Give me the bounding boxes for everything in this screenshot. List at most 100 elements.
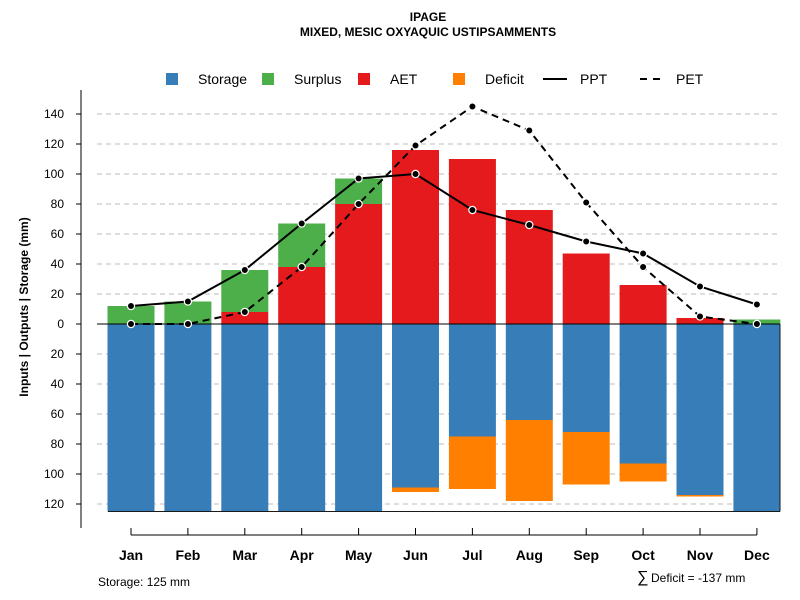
ppt-point (468, 205, 477, 215)
ppt-point (411, 169, 420, 179)
deficit-bar (619, 463, 667, 482)
ppt-point (752, 300, 762, 309)
storage-bar (335, 324, 383, 512)
pet-legend-label: PET (676, 71, 704, 87)
ppt-legend-label: PPT (580, 71, 608, 87)
storage-bar (619, 324, 667, 464)
storage-bar (107, 324, 155, 512)
x-tick-label: Nov (687, 547, 714, 563)
x-tick-label: Jul (462, 547, 482, 563)
y-axis-label: Inputs | Outputs | Storage (mm) (17, 217, 31, 396)
lines (126, 102, 762, 329)
ppt-point (126, 301, 136, 311)
pet-point (695, 312, 705, 321)
storage-bar (448, 324, 496, 437)
y-tick-label: 60 (51, 227, 65, 241)
deficit-bar (505, 420, 553, 501)
storage-legend-swatch (166, 73, 178, 85)
bars (97, 150, 781, 512)
pet-point (183, 319, 193, 329)
ppt-point (525, 220, 534, 230)
pet-point (240, 307, 249, 317)
surplus-legend-label: Surplus (294, 71, 341, 87)
pet-point (752, 319, 762, 329)
x-tick-label: Jun (403, 547, 428, 563)
y-tick-label: 20 (51, 287, 65, 301)
storage-note: Storage: 125 mm (98, 575, 190, 589)
x-tick-label: May (345, 547, 372, 563)
y-tick-label: 120 (44, 497, 64, 511)
x-tick-label: Mar (232, 547, 257, 563)
y-tick-label: 0 (57, 317, 64, 331)
pet-line (131, 105, 758, 325)
deficit-bar (562, 432, 610, 485)
aet-bar (278, 267, 326, 324)
x-tick-label: Dec (744, 547, 770, 563)
x-tick-label: Jan (119, 547, 143, 563)
surplus-bar (221, 270, 269, 312)
storage-bar (278, 324, 326, 512)
surplus-bar (164, 301, 212, 324)
ppt-point (297, 219, 306, 228)
aet-bar (392, 150, 439, 324)
legend: Storage Surplus AET Deficit PPT PET (166, 71, 704, 87)
aet-legend-label: AET (390, 71, 418, 87)
deficit-bar (448, 436, 496, 489)
deficit-legend-label: Deficit (485, 71, 524, 87)
x-tick-label: Apr (290, 547, 315, 563)
y-tick-label: 40 (51, 377, 65, 391)
pet-point (468, 102, 477, 111)
deficit-note: Deficit = -137 mm (651, 571, 745, 585)
y-tick-label: 60 (51, 407, 65, 421)
y-tick-label: 80 (51, 437, 65, 451)
ppt-line (130, 172, 758, 307)
ppt-point (240, 265, 249, 275)
pet-point (411, 141, 420, 150)
ppt-point (582, 237, 591, 246)
pet-point (582, 198, 591, 207)
sigma-icon: ∑ (637, 569, 648, 586)
chart-title: IPAGE (410, 10, 446, 24)
storage-bar (505, 324, 553, 420)
aet-bar (335, 204, 383, 324)
pet-point (525, 126, 534, 135)
x-axis: Jan Feb Mar Apr May Jun Jul Aug Sep Oct Nov Dec (119, 528, 770, 563)
y-tick-label: 100 (44, 167, 64, 181)
storage-bar (392, 324, 439, 488)
surplus-legend-swatch (262, 73, 274, 85)
y-tick-label: 100 (44, 467, 64, 481)
surplus-bar (107, 306, 155, 324)
x-tick-label: Sep (573, 547, 599, 563)
ppt-point (638, 249, 648, 258)
pet-point (126, 319, 136, 329)
storage-bar (164, 324, 212, 512)
y-tick-label: 120 (44, 137, 64, 151)
chart-subtitle: MIXED, MESIC OXYAQUIC USTIPSAMMENTS (300, 25, 556, 39)
y-tick-label: 40 (51, 257, 65, 271)
storage-legend-label: Storage (198, 71, 247, 87)
aet-bar (676, 318, 724, 324)
x-tick-label: Aug (516, 547, 543, 563)
pet-point (297, 262, 306, 272)
aet-bar (562, 253, 610, 324)
storage-bar (562, 324, 610, 432)
deficit-bar (676, 495, 724, 497)
deficit-legend-swatch (453, 73, 465, 85)
y-tick-label: 140 (44, 107, 64, 121)
x-tick-label: Oct (631, 547, 655, 563)
y-tick-label: 20 (51, 347, 65, 361)
x-tick-label: Feb (175, 547, 200, 563)
storage-bar (676, 324, 724, 495)
y-tick-label: 80 (51, 197, 65, 211)
pet-point (638, 262, 648, 272)
storage-bar (733, 324, 781, 512)
deficit-bar (392, 487, 439, 492)
aet-bar (619, 285, 667, 324)
storage-bar (221, 324, 269, 512)
pet-point (354, 199, 363, 209)
ppt-point (354, 174, 363, 183)
surplus-bar (278, 223, 326, 267)
aet-legend-swatch (358, 73, 370, 85)
ppt-point (695, 282, 705, 291)
